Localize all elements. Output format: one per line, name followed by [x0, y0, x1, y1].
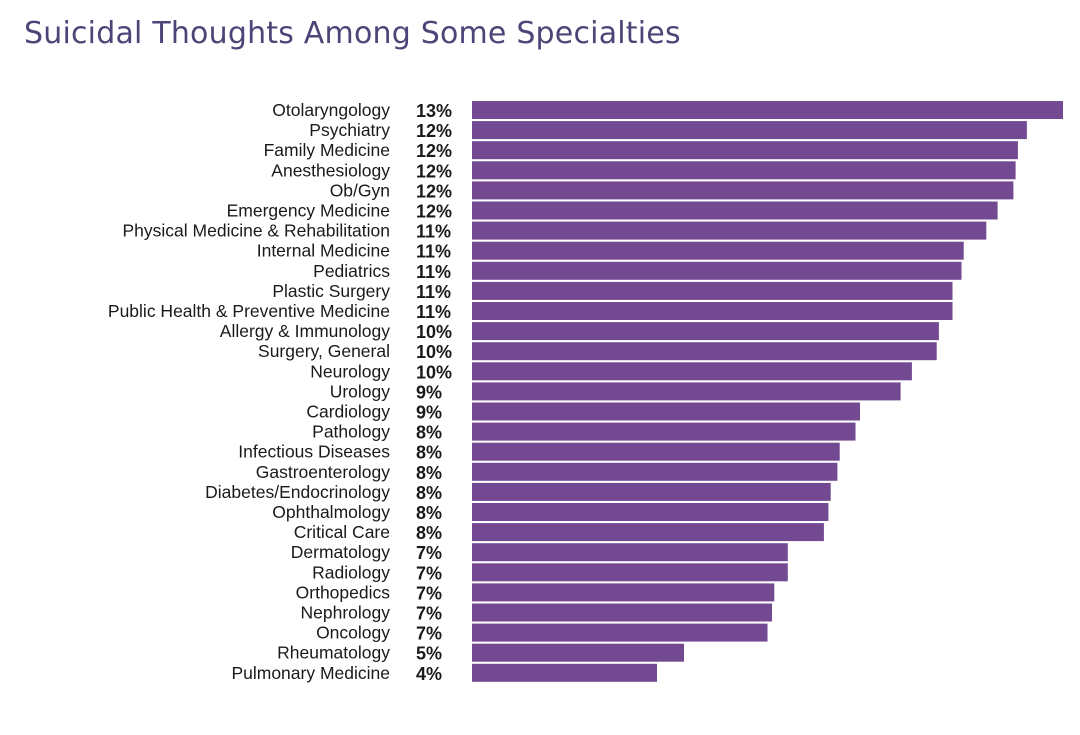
- value-label: 5%: [416, 644, 442, 664]
- bar: [472, 563, 788, 582]
- bar: [472, 603, 772, 622]
- bar: [472, 623, 768, 642]
- category-label: Infectious Diseases: [238, 442, 390, 462]
- value-label: 7%: [416, 563, 442, 583]
- category-label: Otolaryngology: [272, 100, 390, 120]
- category-label: Diabetes/Endocrinology: [205, 482, 390, 502]
- bar: [472, 261, 962, 280]
- category-label: Orthopedics: [296, 582, 391, 602]
- category-label: Ob/Gyn: [330, 180, 390, 200]
- bar: [472, 181, 1014, 200]
- value-label: 9%: [416, 403, 442, 423]
- bar: [472, 422, 856, 441]
- bar: [472, 161, 1016, 180]
- category-label: Plastic Surgery: [272, 281, 390, 301]
- value-label: 10%: [416, 362, 452, 382]
- bar: [472, 382, 901, 401]
- bar: [472, 141, 1018, 160]
- category-label: Cardiology: [306, 402, 390, 422]
- value-label: 4%: [416, 664, 442, 684]
- value-label: 12%: [416, 121, 452, 141]
- chart-title: Suicidal Thoughts Among Some Specialties: [24, 16, 681, 51]
- category-label: Nephrology: [301, 603, 391, 623]
- value-label: 11%: [416, 242, 451, 262]
- bar: [472, 281, 953, 300]
- value-label: 11%: [416, 222, 451, 242]
- value-label: 7%: [416, 624, 442, 644]
- value-label: 7%: [416, 543, 442, 563]
- value-label: 12%: [416, 141, 452, 161]
- category-label: Surgery, General: [258, 341, 390, 361]
- category-label: Critical Care: [294, 522, 390, 542]
- bar: [472, 482, 831, 501]
- category-label: Internal Medicine: [257, 241, 390, 261]
- value-label: 12%: [416, 161, 452, 181]
- value-label: 12%: [416, 202, 452, 222]
- bar: [472, 583, 775, 602]
- category-label: Rheumatology: [277, 643, 390, 663]
- value-label: 8%: [416, 483, 442, 503]
- category-label: Oncology: [316, 623, 390, 643]
- category-label: Emergency Medicine: [227, 201, 390, 221]
- bar: [472, 462, 838, 481]
- bar: [472, 322, 939, 341]
- value-label: 8%: [416, 503, 442, 523]
- value-labels: 13%12%12%12%12%12%11%11%11%11%11%10%10%1…: [416, 101, 452, 684]
- value-label: 8%: [416, 523, 442, 543]
- bar: [472, 201, 998, 220]
- category-label: Psychiatry: [309, 120, 390, 140]
- bar: [472, 503, 829, 521]
- value-label: 13%: [416, 101, 452, 121]
- bar: [472, 523, 824, 542]
- value-label: 10%: [416, 342, 452, 362]
- value-label: 8%: [416, 423, 442, 443]
- category-label: Public Health & Preventive Medicine: [108, 301, 390, 321]
- category-label: Dermatology: [291, 542, 390, 562]
- bar: [472, 342, 937, 361]
- value-label: 7%: [416, 604, 442, 624]
- bar: [472, 241, 964, 260]
- bar: [472, 121, 1027, 140]
- value-label: 12%: [416, 181, 452, 201]
- category-label: Anesthesiology: [271, 160, 390, 180]
- category-label: Urology: [330, 381, 391, 401]
- value-label: 9%: [416, 382, 442, 402]
- bar: [472, 362, 912, 381]
- bar: [472, 302, 953, 320]
- value-label: 11%: [416, 302, 451, 322]
- value-label: 8%: [416, 443, 442, 463]
- value-label: 7%: [416, 583, 442, 603]
- value-label: 10%: [416, 322, 452, 342]
- bar: [472, 221, 987, 240]
- value-label: 8%: [416, 463, 442, 483]
- category-label: Ophthalmology: [272, 502, 390, 522]
- category-label: Radiology: [312, 562, 390, 582]
- value-label: 11%: [416, 282, 451, 302]
- bar: [472, 643, 684, 662]
- bar: [472, 442, 840, 461]
- category-label: Allergy & Immunology: [220, 321, 390, 341]
- category-label: Pulmonary Medicine: [231, 663, 390, 683]
- category-label: Neurology: [310, 361, 390, 381]
- value-label: 11%: [416, 262, 451, 282]
- category-label: Physical Medicine & Rehabilitation: [123, 221, 391, 241]
- category-label: Pediatrics: [313, 261, 390, 281]
- bar: [472, 402, 860, 421]
- bar: [472, 543, 788, 562]
- category-label: Pathology: [312, 422, 390, 442]
- category-label: Gastroenterology: [256, 462, 390, 482]
- bar: [472, 101, 1063, 119]
- category-label: Family Medicine: [264, 140, 390, 160]
- bars: [472, 101, 1063, 682]
- bar: [472, 663, 657, 682]
